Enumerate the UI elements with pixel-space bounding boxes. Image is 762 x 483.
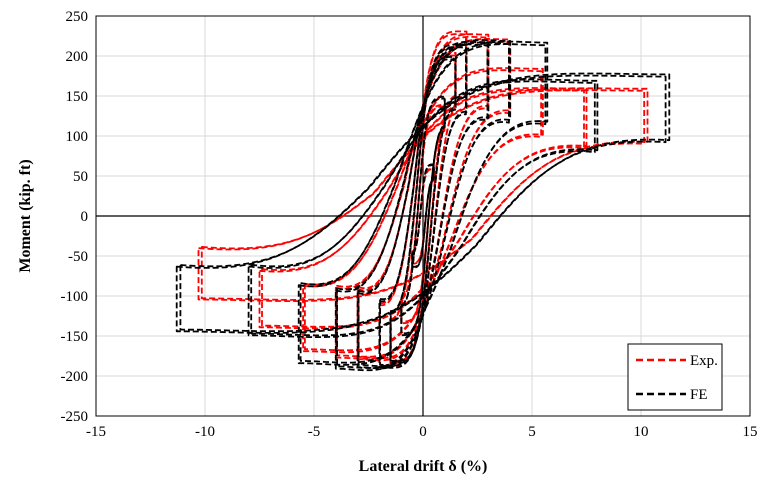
hysteresis-loop [175,72,671,334]
x-tick-label: 0 [419,424,427,440]
legend-label-fe: FE [690,387,708,403]
y-tick-label: -100 [61,289,89,305]
y-axis-title: Moment (kip. ft) [17,159,34,272]
hysteresis-loop [357,43,489,368]
hysteresis-loop [336,41,510,369]
y-tick-label: 0 [81,209,89,225]
y-tick-label: 150 [66,89,89,105]
legend-label-exp: Exp. [690,353,718,369]
zero-axes [96,16,750,416]
hysteresis-loop [334,39,512,372]
x-tick-label: -10 [195,424,215,440]
hysteresis-loop [389,58,457,362]
x-tick-label: -15 [86,424,106,440]
tick-labels: -15 -10 -5 0 5 10 15-250-200-150-100-500501001… [61,9,758,440]
y-tick-label: 200 [66,49,89,65]
series-fe [175,39,671,372]
y-tick-label: 100 [66,129,89,145]
legend: Exp. FE [627,343,723,411]
hysteresis-loop [179,74,667,333]
y-tick-label: -50 [68,249,88,265]
plot-border [95,15,751,417]
hysteresis-loop [389,56,457,365]
x-axis-title: Lateral drift δ (%) [359,458,488,475]
y-tick-label: -250 [61,409,89,425]
y-tick-label: 250 [66,9,89,25]
hysteresis-loop [304,69,542,352]
y-tick-label: 50 [73,169,88,185]
x-tick-label: 15 [743,424,758,440]
hysteresis-loop [302,67,544,354]
x-tick-label: -5 [308,424,321,440]
hysteresis-loop [200,89,646,301]
hysteresis-loop [379,46,467,367]
hysteresis-loop [356,40,490,370]
hysteresis-loop [411,164,435,268]
series-layer [175,30,671,372]
y-tick-label: -200 [61,369,89,385]
y-tick-label: -150 [61,329,89,345]
hysteresis-loop [250,80,596,337]
legend-box [627,343,723,411]
hysteresis-loop [299,43,547,364]
x-tick-label: 5 [528,424,536,440]
x-tick-label: 10 [634,424,649,440]
